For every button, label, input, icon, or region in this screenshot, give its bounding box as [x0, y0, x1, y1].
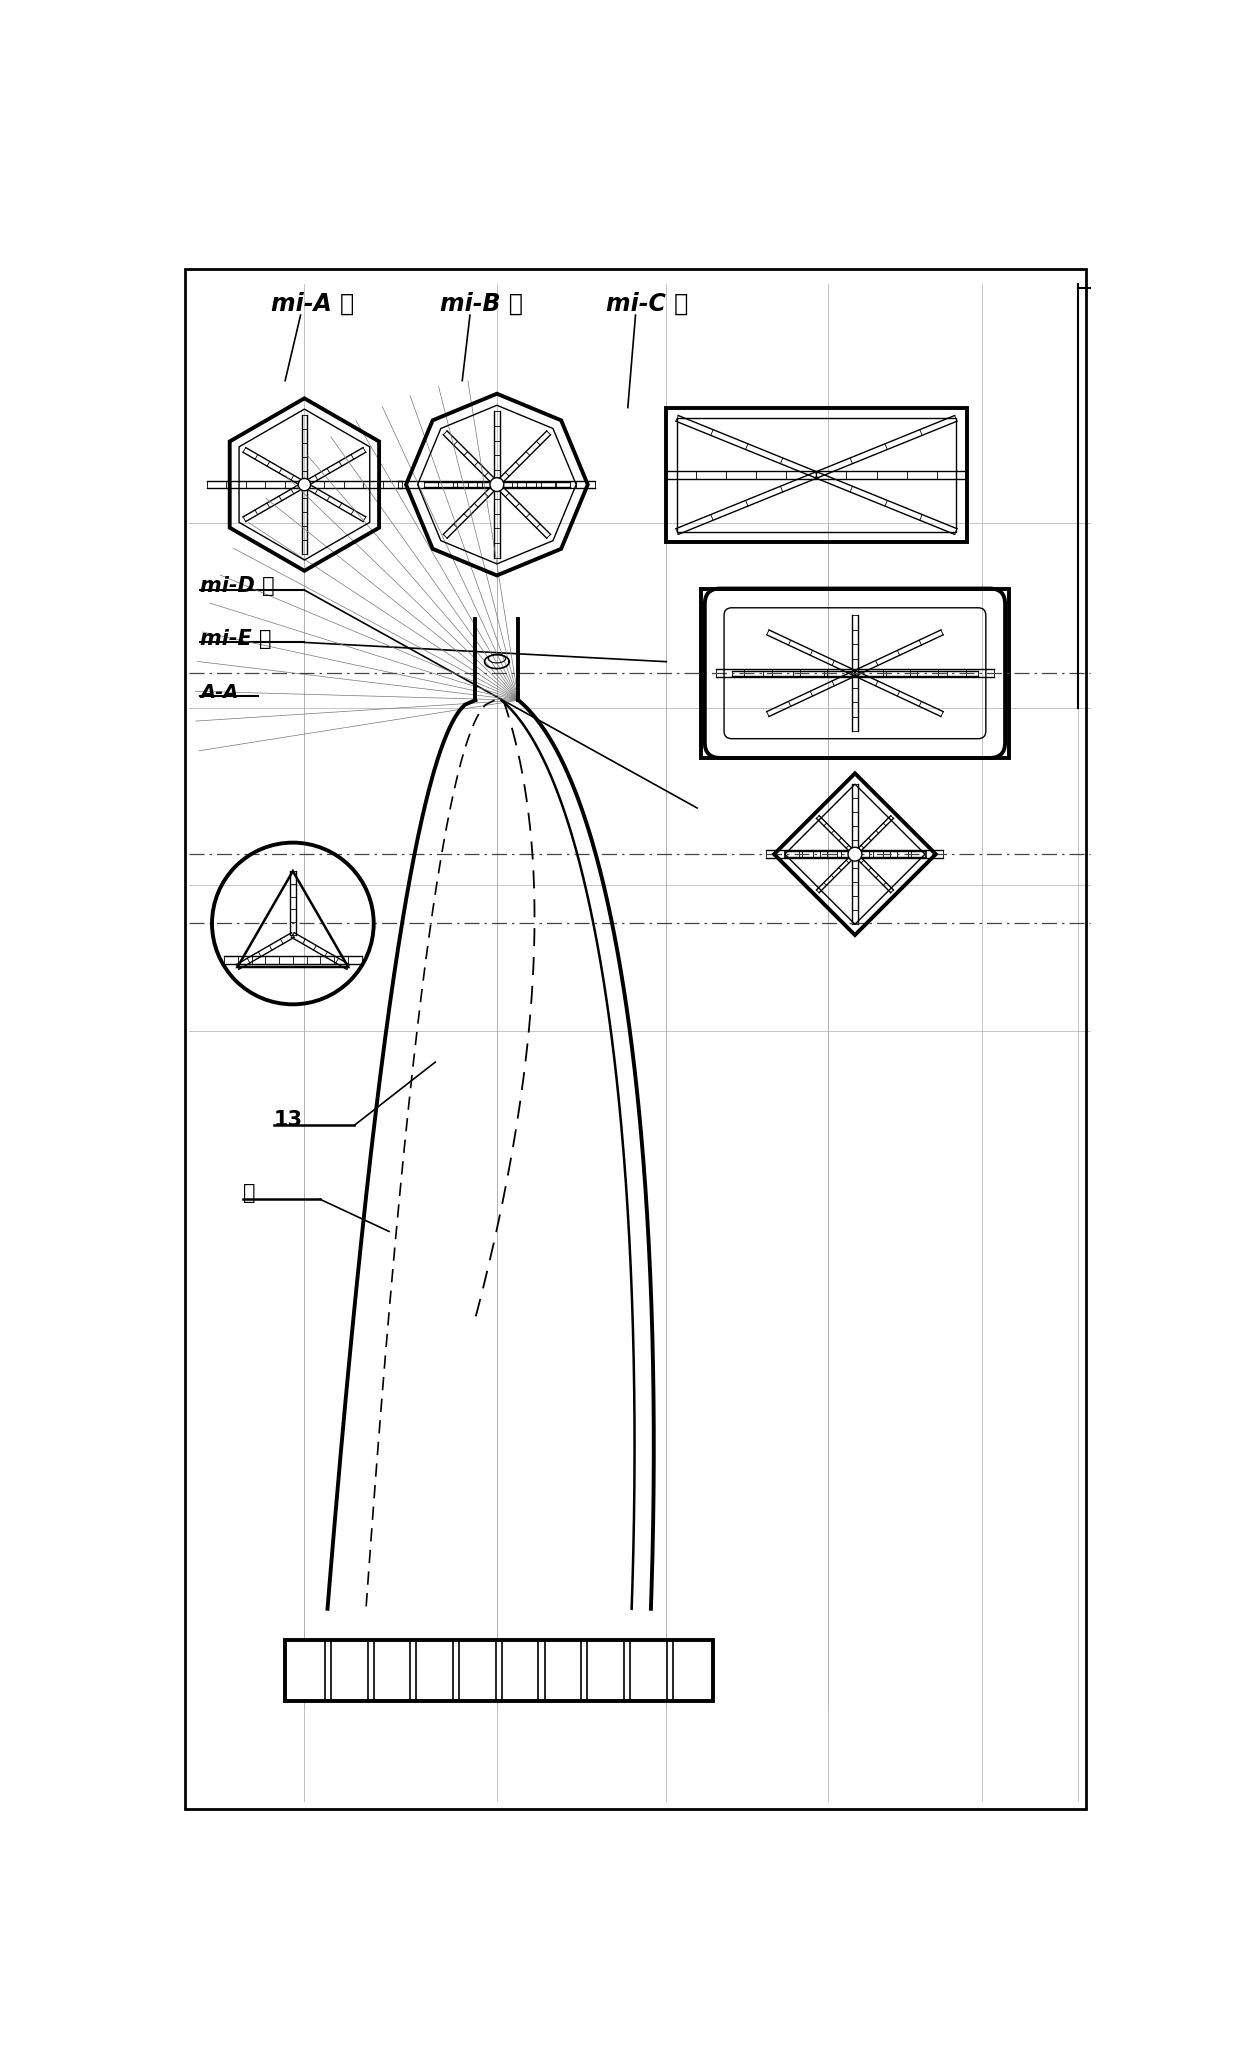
Bar: [677, 418, 956, 531]
Text: mi-D 型: mi-D 型: [201, 576, 275, 596]
Text: mi-C 型: mi-C 型: [606, 291, 688, 316]
Bar: [285, 1639, 713, 1701]
Text: mi-E 型: mi-E 型: [201, 629, 272, 650]
Text: A-A: A-A: [201, 682, 239, 703]
Circle shape: [299, 477, 310, 492]
Bar: [701, 588, 1009, 758]
Text: mi-B 型: mi-B 型: [440, 291, 523, 316]
Text: mi-A 型: mi-A 型: [270, 291, 353, 316]
Circle shape: [490, 477, 503, 492]
Text: 孔: 孔: [243, 1182, 255, 1203]
Text: 13: 13: [274, 1111, 303, 1129]
Bar: [666, 408, 967, 543]
Circle shape: [848, 846, 862, 861]
